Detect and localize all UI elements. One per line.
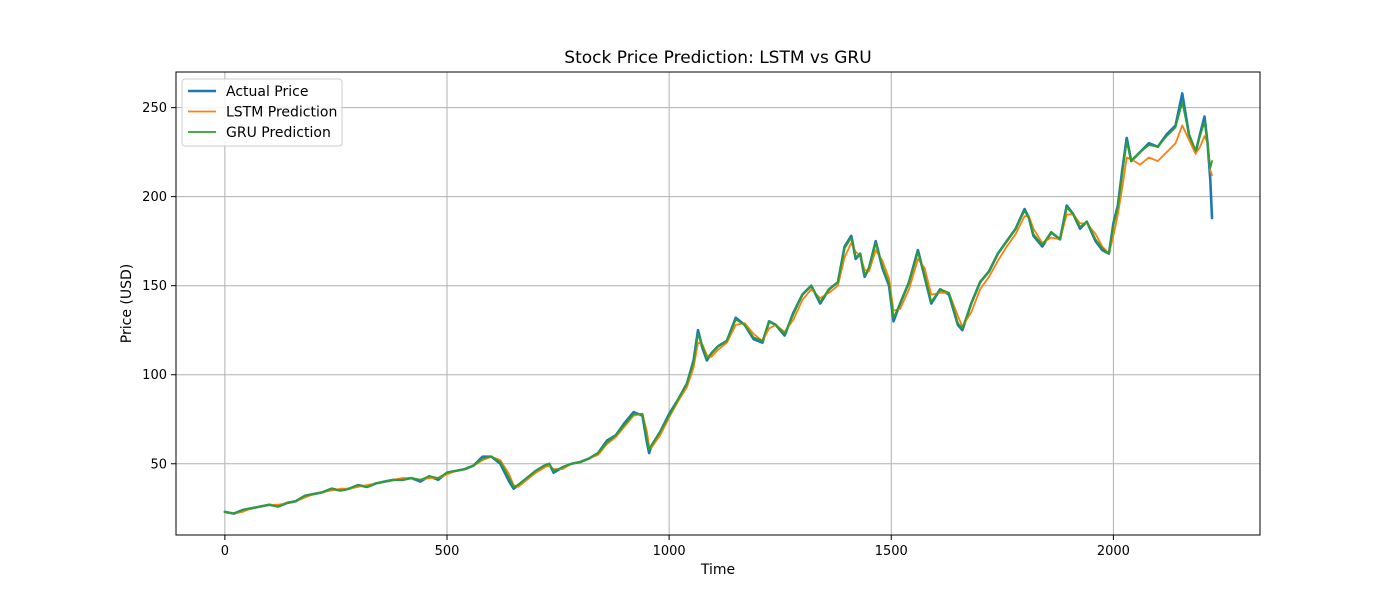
- series-line-gru-prediction: [223, 101, 1213, 515]
- y-axis-label: Price (USD): [119, 264, 135, 343]
- legend-label-actual-price: Actual Price: [226, 84, 308, 100]
- y-tick-label: 100: [142, 368, 167, 383]
- grid-lines: [176, 72, 1260, 535]
- series-lines: [223, 92, 1214, 515]
- series-line-actual-price: [223, 92, 1214, 515]
- x-tick-label: 1000: [653, 544, 686, 559]
- chart-title: Stock Price Prediction: LSTM vs GRU: [564, 48, 871, 68]
- x-tick-label: 0: [221, 544, 229, 559]
- legend-label-lstm-prediction: LSTM Prediction: [226, 105, 337, 121]
- legend: Actual Price LSTM Prediction GRU Predictio…: [181, 78, 343, 147]
- x-axis-label: Time: [700, 562, 735, 578]
- legend-label-gru-prediction: GRU Prediction: [226, 125, 331, 141]
- y-tick-label: 50: [150, 457, 167, 472]
- y-tick-label: 150: [142, 279, 167, 294]
- x-tick-label: 2000: [1097, 544, 1130, 559]
- y-tick-label: 250: [142, 101, 167, 116]
- x-tick-label: 500: [435, 544, 460, 559]
- x-tick-label: 1500: [875, 544, 908, 559]
- plot-area-background: [176, 72, 1260, 535]
- legend-box: [181, 78, 343, 147]
- axis-ticks: 0 500 1000 1500 2000 50 100 150 200 250: [142, 101, 1130, 559]
- y-tick-label: 200: [142, 190, 167, 205]
- plot-area-frame: [175, 71, 1261, 536]
